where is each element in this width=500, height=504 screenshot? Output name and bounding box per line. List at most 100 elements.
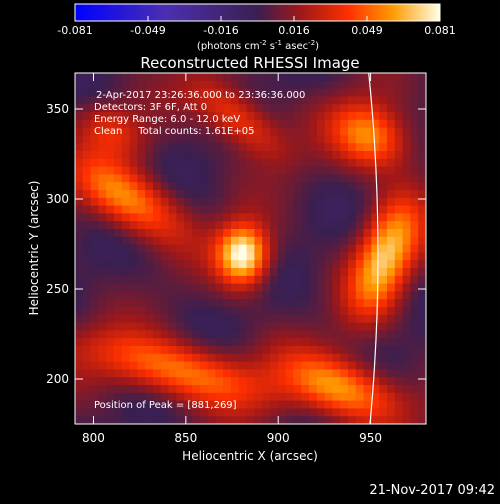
heatmap-cell: [371, 361, 380, 370]
heatmap-cell: [153, 166, 162, 175]
heatmap-cell: [293, 400, 302, 409]
heatmap-cell: [215, 314, 224, 324]
heatmap-cell: [262, 221, 271, 230]
heatmap-cell: [371, 88, 380, 97]
heatmap-cell: [160, 127, 170, 136]
heatmap-cell: [301, 369, 310, 378]
heatmap-cell: [348, 361, 357, 370]
heatmap-cell: [129, 385, 138, 394]
heatmap-cell: [160, 236, 170, 246]
heatmap-cell: [121, 88, 131, 97]
heatmap-cell: [246, 314, 255, 324]
heatmap-cell: [215, 361, 224, 370]
heatmap-cell: [184, 182, 193, 191]
heatmap-cell: [238, 119, 248, 129]
heatmap-cell: [410, 377, 419, 386]
heatmap-cell: [106, 299, 115, 308]
heatmap-cell: [168, 158, 177, 168]
heatmap-cell: [238, 252, 248, 261]
heatmap-cell: [246, 392, 255, 402]
heatmap-cell: [90, 213, 99, 222]
heatmap-cell: [223, 151, 232, 160]
heatmap-cell: [285, 322, 294, 331]
heatmap-cell: [332, 268, 341, 277]
heatmap-cell: [340, 299, 349, 308]
heatmap-cell: [98, 158, 107, 168]
heatmap-cell: [410, 174, 419, 183]
heatmap-cell: [410, 330, 419, 339]
heatmap-cell: [238, 197, 248, 207]
heatmap-cell: [355, 166, 365, 175]
heatmap-cell: [129, 158, 138, 168]
heatmap-cell: [387, 112, 396, 121]
heatmap-cell: [270, 252, 279, 261]
heatmap-cell: [379, 307, 388, 316]
heatmap-cell: [332, 73, 341, 82]
heatmap-cell: [270, 104, 279, 113]
heatmap-cell: [394, 143, 404, 152]
heatmap-cell: [153, 127, 162, 136]
heatmap-cell: [316, 197, 326, 207]
heatmap-cell: [153, 88, 162, 97]
heatmap-cell: [184, 88, 193, 97]
heatmap-cell: [293, 416, 302, 424]
heatmap-cell: [355, 377, 365, 386]
heatmap-cell: [418, 73, 426, 82]
heatmap-cell: [402, 182, 411, 191]
heatmap-cell: [207, 174, 216, 183]
heatmap-cell: [394, 307, 404, 316]
heatmap-cell: [316, 213, 326, 222]
heatmap-cell: [254, 112, 263, 121]
heatmap-cell: [254, 80, 263, 90]
heatmap-cell: [262, 377, 271, 386]
heatmap-cell: [137, 104, 146, 113]
heatmap-cell: [355, 151, 365, 160]
heatmap-cell: [145, 268, 154, 277]
chart-title: Reconstructed RHESSI Image: [140, 54, 359, 72]
heatmap-cell: [340, 322, 349, 331]
heatmap-cell: [324, 112, 333, 121]
heatmap-cell: [363, 236, 372, 246]
heatmap-cell: [168, 143, 177, 152]
heatmap-cell: [387, 221, 396, 230]
heatmap-cell: [176, 96, 185, 105]
heatmap-cell: [379, 151, 388, 160]
heatmap-cell: [168, 275, 177, 285]
heatmap-cell: [238, 151, 248, 160]
heatmap-cell: [379, 322, 388, 331]
heatmap-cell: [153, 260, 162, 269]
heatmap-cell: [348, 283, 357, 292]
heatmap-cell: [106, 252, 115, 261]
y-tick-label: 300: [46, 192, 69, 206]
heatmap-cell: [223, 88, 232, 97]
heatmap-cell: [223, 408, 232, 417]
heatmap-cell: [168, 346, 177, 355]
heatmap-cell: [246, 205, 255, 214]
heatmap-cell: [184, 236, 193, 246]
heatmap-cell: [168, 361, 177, 370]
heatmap-cell: [168, 80, 177, 90]
heatmap-cell: [98, 166, 107, 175]
heatmap-cell: [176, 307, 185, 316]
heatmap-cell: [394, 174, 404, 183]
heatmap-cell: [270, 112, 279, 121]
heatmap-cell: [316, 268, 326, 277]
heatmap-cell: [316, 408, 326, 417]
heatmap-cell: [363, 338, 372, 347]
heatmap-cell: [387, 135, 396, 144]
heatmap-cell: [379, 174, 388, 183]
heatmap-cell: [262, 299, 271, 308]
heatmap-cell: [371, 385, 380, 394]
heatmap-cell: [324, 275, 333, 285]
heatmap-cell: [207, 73, 216, 82]
heatmap-cell: [145, 213, 154, 222]
heatmap-cell: [75, 244, 84, 253]
heatmap-cell: [387, 197, 396, 207]
heatmap-cell: [410, 158, 419, 168]
heatmap-cell: [277, 190, 287, 199]
heatmap-cell: [129, 392, 138, 402]
heatmap-cell: [402, 353, 411, 363]
heatmap-cell: [82, 244, 92, 253]
heatmap-cell: [75, 96, 84, 105]
heatmap-cell: [348, 143, 357, 152]
